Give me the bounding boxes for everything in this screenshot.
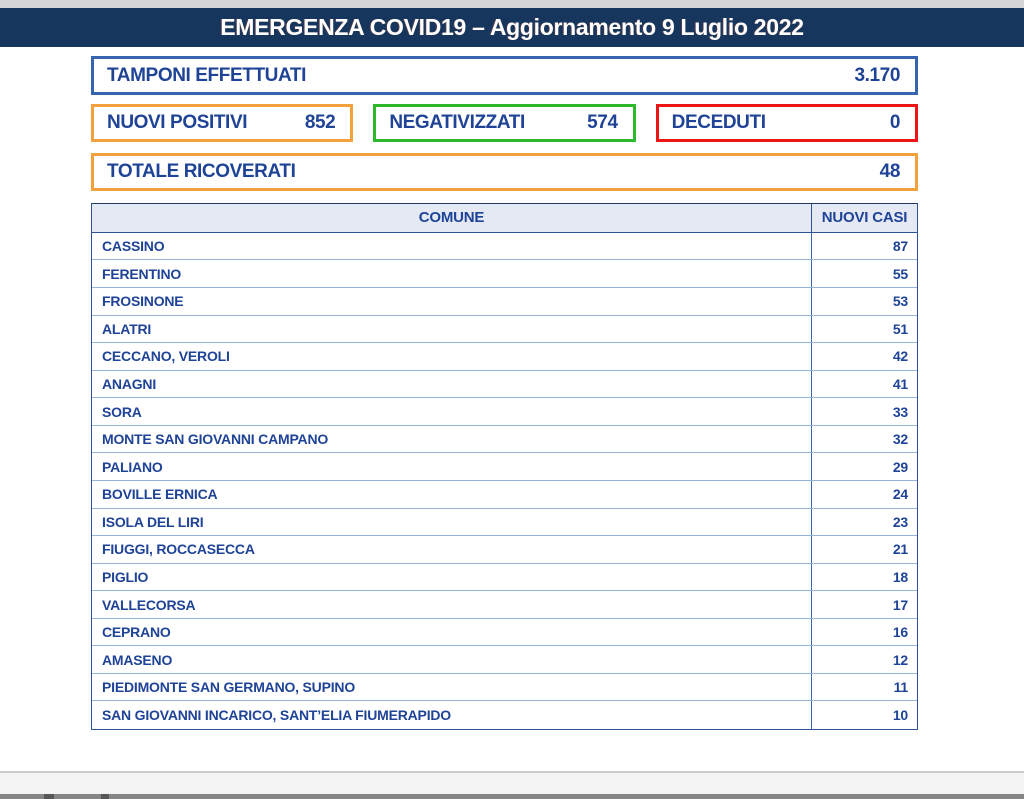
nuovi-casi-column-header: NUOVI CASI — [811, 204, 917, 232]
table-row: FIUGGI, ROCCASECCA 21 — [92, 536, 917, 564]
comune-cell: FROSINONE — [102, 293, 184, 310]
comuni-table: COMUNE NUOVI CASI CASSINO 87 FERENTINO 5… — [91, 203, 918, 730]
table-row: VALLECORSA 17 — [92, 591, 917, 619]
stats-row: NUOVI POSITIVI 852 NEGATIVIZZATI 574 DEC… — [91, 104, 918, 142]
comune-column-header: COMUNE — [418, 209, 485, 227]
comune-cell: ALATRI — [102, 320, 152, 337]
nuovi-positivi-label: NUOVI POSITIVI — [107, 112, 248, 133]
table-row: CASSINO 87 — [92, 232, 917, 261]
casi-cell: 87 — [811, 232, 917, 260]
table-row: FROSINONE 53 — [92, 288, 917, 316]
negativizzati-label: NEGATIVIZZATI — [389, 112, 525, 133]
casi-cell: 18 — [811, 563, 917, 591]
casi-cell: 29 — [811, 453, 917, 480]
table-header-row: COMUNE NUOVI CASI — [92, 204, 917, 233]
page-title: EMERGENZA COVID19 – Aggiornamento 9 Lugl… — [220, 14, 804, 40]
casi-cell: 21 — [811, 536, 917, 563]
comune-cell: SAN GIOVANNI INCARICO, SANT’ELIA FIUMERA… — [102, 707, 451, 724]
comune-cell: BOVILLE ERNICA — [102, 486, 218, 503]
comune-cell: ANAGNI — [102, 376, 157, 393]
table-row: ALATRI 51 — [92, 315, 917, 344]
casi-cell: 53 — [811, 288, 917, 315]
casi-cell: 23 — [811, 508, 917, 536]
nuovi-positivi-value: 852 — [304, 112, 336, 133]
casi-cell: 33 — [811, 398, 917, 425]
totale-ricoverati-box: TOTALE RICOVERATI 48 — [91, 153, 918, 191]
table-row: CEPRANO 16 — [92, 618, 917, 647]
bottom-edge-notch — [101, 794, 109, 799]
footer-gray-area — [0, 773, 1024, 794]
bulletin-content: TAMPONI EFFETTUATI 3.170 NUOVI POSITIVI … — [0, 56, 918, 730]
casi-cell: 12 — [811, 646, 917, 673]
nuovi-positivi-box: NUOVI POSITIVI 852 — [91, 104, 354, 142]
totale-ricoverati-value: 48 — [879, 161, 901, 182]
casi-cell: 10 — [811, 701, 917, 730]
comune-cell: FIUGGI, ROCCASECCA — [102, 541, 255, 558]
negativizzati-value: 574 — [587, 112, 618, 133]
bottom-edge-notch — [44, 794, 54, 799]
comune-cell: MONTE SAN GIOVANNI CAMPANO — [102, 431, 329, 448]
casi-cell: 11 — [811, 673, 917, 701]
window-bottom-edge — [0, 794, 1024, 799]
tamponi-effettuati-box: TAMPONI EFFETTUATI 3.170 — [91, 56, 918, 95]
deceduti-box: DECEDUTI 0 — [655, 104, 918, 142]
casi-cell: 17 — [811, 591, 917, 618]
totale-ricoverati-label: TOTALE RICOVERATI — [107, 161, 296, 182]
table-row: FERENTINO 55 — [92, 260, 917, 289]
tamponi-value: 3.170 — [854, 64, 900, 86]
tamponi-label: TAMPONI EFFETTUATI — [107, 64, 306, 86]
comune-cell: PIGLIO — [102, 568, 149, 585]
casi-cell: 24 — [811, 480, 917, 508]
casi-cell: 51 — [811, 315, 917, 343]
table-row: SAN GIOVANNI INCARICO, SANT’ELIA FIUMERA… — [92, 701, 917, 730]
negativizzati-box: NEGATIVIZZATI 574 — [373, 104, 636, 142]
comune-cell: AMASENO — [102, 651, 173, 668]
table-row: SORA 33 — [92, 398, 917, 426]
bulletin-header: EMERGENZA COVID19 – Aggiornamento 9 Lugl… — [0, 8, 1024, 47]
comune-cell: CEPRANO — [102, 624, 171, 641]
table-row: BOVILLE ERNICA 24 — [92, 480, 917, 509]
comune-cell: FERENTINO — [102, 265, 182, 282]
table-row: PIEDIMONTE SAN GERMANO, SUPINO 11 — [92, 673, 917, 702]
table-row: ISOLA DEL LIRI 23 — [92, 508, 917, 537]
window-top-strip — [0, 0, 1024, 8]
casi-cell: 32 — [811, 425, 917, 453]
comune-cell: CECCANO, VEROLI — [102, 348, 230, 365]
comune-cell: CASSINO — [102, 238, 165, 255]
table-row: CECCANO, VEROLI 42 — [92, 343, 917, 371]
comune-cell: ISOLA DEL LIRI — [102, 513, 204, 530]
comune-cell: PIEDIMONTE SAN GERMANO, SUPINO — [102, 679, 356, 696]
footer-divider — [0, 771, 1024, 773]
casi-cell: 41 — [811, 370, 917, 398]
comune-cell: VALLECORSA — [102, 596, 196, 613]
casi-cell: 42 — [811, 343, 917, 370]
footer-spacer — [0, 730, 1024, 771]
deceduti-value: 0 — [889, 112, 901, 133]
comune-cell: SORA — [102, 403, 142, 420]
casi-cell: 16 — [811, 618, 917, 646]
table-row: AMASENO 12 — [92, 646, 917, 674]
table-row: PALIANO 29 — [92, 453, 917, 481]
casi-cell: 55 — [811, 260, 917, 288]
comune-cell: PALIANO — [102, 458, 163, 475]
table-row: ANAGNI 41 — [92, 370, 917, 399]
table-row: MONTE SAN GIOVANNI CAMPANO 32 — [92, 425, 917, 454]
table-row: PIGLIO 18 — [92, 563, 917, 592]
deceduti-label: DECEDUTI — [671, 112, 766, 133]
